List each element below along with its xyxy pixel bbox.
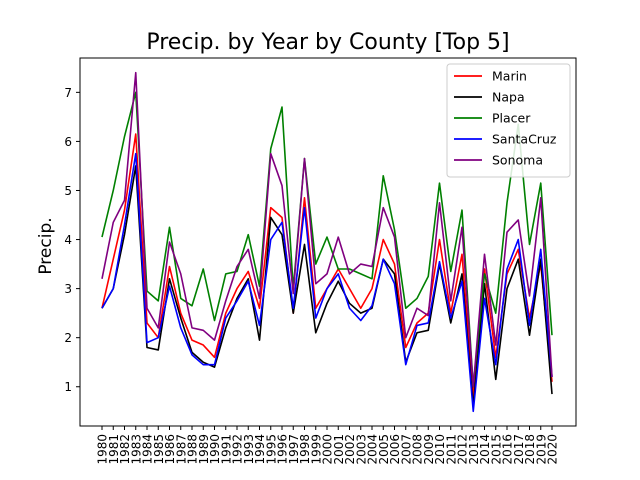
legend-label-sonoma: Sonoma [492, 153, 543, 168]
legend-label-marin: Marin [492, 69, 527, 84]
plot-area-frame [79, 57, 577, 427]
x-tick-label: 2006 [388, 434, 402, 465]
y-tick-label: 5 [64, 184, 72, 198]
x-tick-label: 1998 [298, 434, 312, 465]
x-tick-label: 1996 [276, 434, 290, 465]
x-tick-label: 1982 [118, 434, 132, 465]
y-tick-label: 1 [64, 380, 72, 394]
x-tick-label: 1997 [287, 434, 301, 465]
x-tick-label: 2016 [501, 434, 515, 465]
x-tick-label: 2017 [512, 434, 526, 465]
x-tick-label: 2020 [546, 434, 560, 465]
x-tick-label: 2014 [478, 434, 492, 465]
x-tick-label: 1987 [174, 434, 188, 465]
x-tick-label: 2002 [343, 434, 357, 465]
x-tick-label: 2003 [354, 434, 368, 465]
series-line-santacruz [101, 152, 553, 413]
x-tick-label: 1988 [186, 434, 200, 465]
y-tick-label: 7 [64, 86, 72, 100]
x-tick-label: 2011 [444, 434, 458, 465]
x-tick-label: 1992 [231, 434, 245, 465]
x-tick-label: 1984 [141, 434, 155, 465]
x-tick-label: 2013 [467, 434, 481, 465]
x-tick-label: 2000 [321, 434, 335, 465]
x-tick-label: 2010 [433, 434, 447, 465]
x-tick-label: 1986 [163, 434, 177, 465]
x-tick-label: 1991 [219, 434, 233, 465]
y-tick-label: 6 [64, 135, 72, 149]
chart-title: Precip. by Year by County [Top 5] [146, 30, 509, 55]
series-line-sonoma [101, 71, 553, 388]
x-tick-label: 1994 [253, 434, 267, 465]
x-tick-label: 2009 [422, 434, 436, 465]
legend-label-santacruz: SantaCruz [492, 132, 557, 147]
x-tick-label: 1989 [197, 434, 211, 465]
series-lines [101, 71, 553, 413]
x-tick-label: 1993 [242, 434, 256, 465]
x-tick-label: 2018 [523, 434, 537, 465]
y-tick-label: 2 [64, 331, 72, 345]
x-tick-label: 1985 [152, 434, 166, 465]
x-tick-label: 2008 [411, 434, 425, 465]
legend-label-napa: Napa [492, 90, 525, 105]
x-tick-label: 2019 [534, 434, 548, 465]
x-tick-label: 2001 [332, 434, 346, 465]
y-tick-label: 3 [64, 282, 72, 296]
x-tick-label: 2004 [366, 434, 380, 465]
legend: Marin Napa Placer SantaCruz Sonoma [446, 63, 571, 178]
legend-box [446, 63, 571, 178]
y-axis-ticks: 1 2 3 4 5 6 7 [64, 86, 80, 394]
y-axis-label: Precip. [36, 217, 56, 274]
series-line-napa [101, 165, 553, 408]
x-tick-label: 1999 [309, 434, 323, 465]
x-tick-label: 2015 [489, 434, 503, 465]
x-tick-label: 2012 [456, 434, 470, 465]
x-tick-label: 2005 [377, 434, 391, 465]
x-tick-label: 1990 [208, 434, 222, 465]
x-axis-ticks: 1980198119821983198419851986198719881989… [96, 426, 560, 465]
x-tick-label: 1981 [107, 434, 121, 465]
x-tick-label: 1983 [129, 434, 143, 465]
y-tick-label: 4 [64, 233, 72, 247]
legend-label-placer: Placer [492, 111, 531, 126]
x-tick-label: 1995 [264, 434, 278, 465]
x-tick-label: 2007 [399, 434, 413, 465]
x-tick-label: 1980 [96, 434, 110, 465]
